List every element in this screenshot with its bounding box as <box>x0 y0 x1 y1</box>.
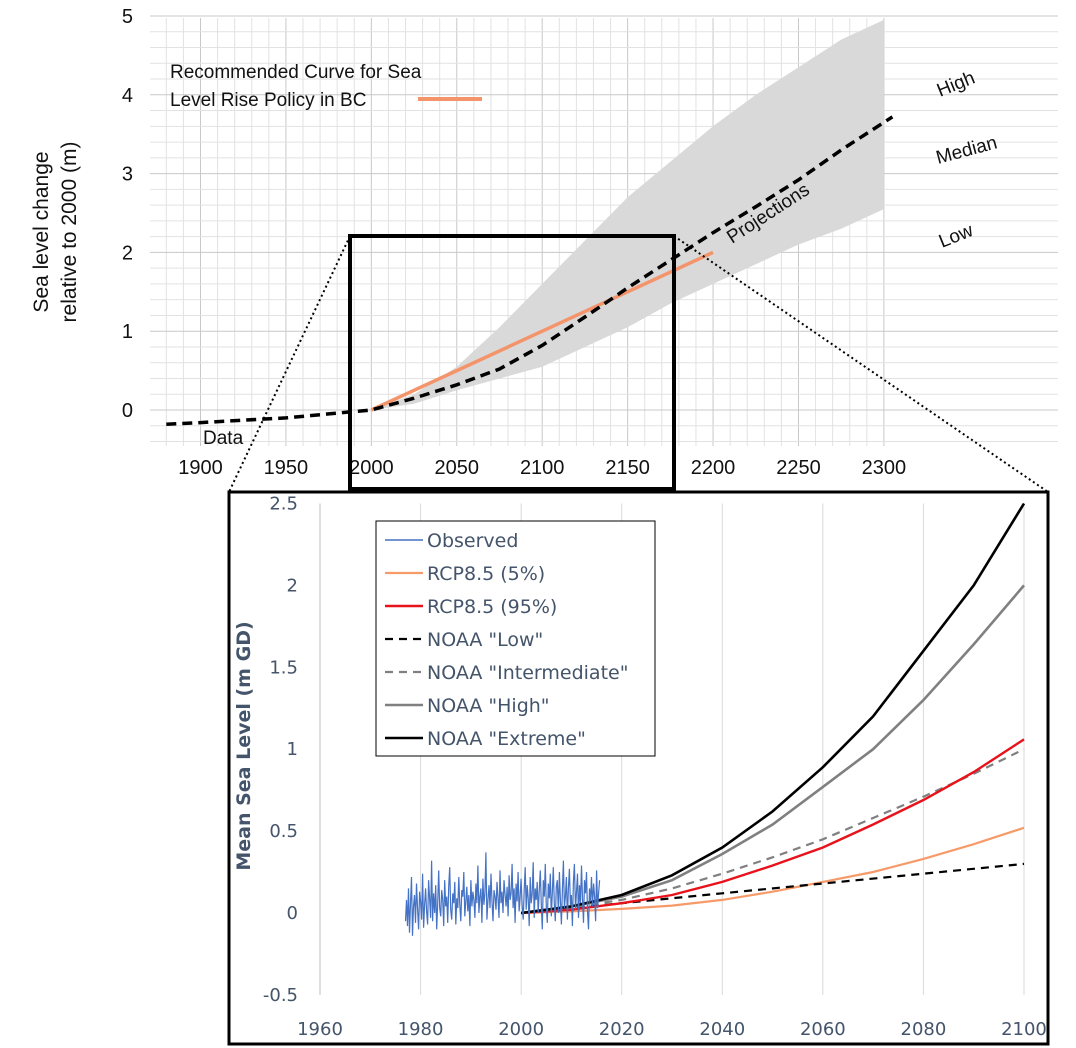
top-x-tick-label: 2050 <box>435 457 480 479</box>
top-y-tick-label: 4 <box>122 85 133 107</box>
bottom-series <box>404 502 1026 936</box>
observed-line <box>404 852 601 936</box>
bottom-y-tick-label: -0.5 <box>263 985 298 1006</box>
top-x-tick-labels: 1900 1950 2000 2050 2100 2150 2200 2250 2300 <box>178 457 906 479</box>
top-x-tick-label: 2250 <box>776 457 821 479</box>
median-projection-line <box>166 115 894 426</box>
rcp85-5-line <box>521 826 1025 915</box>
bottom-x-tick-labels: 1960 1980 2000 2020 2040 2060 2080 2100 <box>297 1019 1047 1040</box>
top-y-axis-label-line-1: Sea level change <box>30 151 53 312</box>
bottom-legend-label: NOAA "High" <box>427 695 550 717</box>
bottom-x-tick-label: 2020 <box>599 1019 645 1040</box>
top-x-tick-label: 2100 <box>520 457 565 479</box>
bottom-y-tick-labels: 2.5 2 1.5 1 0.5 0 -0.5 <box>263 494 298 1006</box>
annotation-data: Data <box>203 428 244 449</box>
bottom-legend-label: NOAA "Low" <box>427 629 543 651</box>
top-legend-label-line-2: Level Rise Policy in BC <box>170 90 366 111</box>
noaa-extreme-line <box>520 502 1026 915</box>
bottom-x-tick-label: 2040 <box>699 1019 745 1040</box>
top-series <box>166 115 894 426</box>
noaa-intermediate-line <box>520 748 1025 915</box>
bottom-legend-label: NOAA "Extreme" <box>427 728 586 750</box>
bottom-legend-label: Observed <box>427 530 518 552</box>
bottom-legend: Observed RCP8.5 (5%) RCP8.5 (95%) NOAA "Low… <box>375 520 656 757</box>
top-y-tick-label: 3 <box>122 164 133 186</box>
top-x-tick-label: 1900 <box>178 457 223 479</box>
zoom-connector-right <box>673 235 1049 493</box>
bottom-x-tick-label: 1960 <box>297 1019 343 1040</box>
top-x-tick-label: 2150 <box>605 457 650 479</box>
bottom-y-tick-label: 0.5 <box>269 821 298 842</box>
projection-band <box>371 19 884 411</box>
top-x-tick-label: 1950 <box>264 457 309 479</box>
bottom-y-axis-label: Mean Sea Level (m GD) <box>233 621 255 870</box>
bottom-y-tick-label: 1.5 <box>269 657 298 678</box>
bottom-y-tick-label: 1 <box>287 739 298 760</box>
bottom-legend-label: NOAA "Intermediate" <box>427 662 628 684</box>
bottom-x-tick-label: 2000 <box>498 1019 544 1040</box>
bottom-y-tick-label: 2 <box>287 575 298 596</box>
top-chart: 0 1 2 3 4 5 1900 1950 2000 2050 2100 2150 2200 2250 2… <box>30 6 1058 479</box>
bottom-chart: 2.5 2 1.5 1 0.5 0 -0.5 1960 1980 2000 2020 2040 206… <box>227 490 1050 1046</box>
top-x-tick-label: 2000 <box>349 457 394 479</box>
bottom-legend-box <box>375 520 656 757</box>
zoom-connector-left <box>228 235 351 493</box>
top-y-tick-labels: 0 1 2 3 4 5 <box>122 6 133 422</box>
top-legend: Recommended Curve for Sea Level Rise Pol… <box>170 62 482 111</box>
bottom-x-tick-label: 2060 <box>800 1019 846 1040</box>
bottom-x-tick-label: 2080 <box>901 1019 947 1040</box>
recommended-curve-line <box>370 250 714 412</box>
bottom-y-tick-label: 0 <box>287 903 298 924</box>
bottom-legend-label: RCP8.5 (95%) <box>427 596 557 618</box>
bottom-x-tick-label: 2100 <box>1001 1019 1047 1040</box>
top-y-tick-label: 1 <box>122 321 133 343</box>
bottom-legend-label: RCP8.5 (5%) <box>427 563 545 585</box>
top-y-tick-label: 2 <box>122 242 133 264</box>
top-x-tick-label: 2300 <box>862 457 907 479</box>
top-y-tick-label: 5 <box>122 6 133 28</box>
rcp85-95-line <box>521 738 1025 915</box>
top-y-tick-label: 0 <box>122 400 133 422</box>
top-y-axis-label-line-2: relative to 2000 (m) <box>58 142 81 323</box>
top-legend-label-line-1: Recommended Curve for Sea <box>170 62 422 83</box>
bottom-x-tick-label: 1980 <box>398 1019 444 1040</box>
bottom-y-tick-label: 2.5 <box>269 494 298 515</box>
top-x-tick-label: 2200 <box>691 457 736 479</box>
zoom-box <box>348 234 676 491</box>
